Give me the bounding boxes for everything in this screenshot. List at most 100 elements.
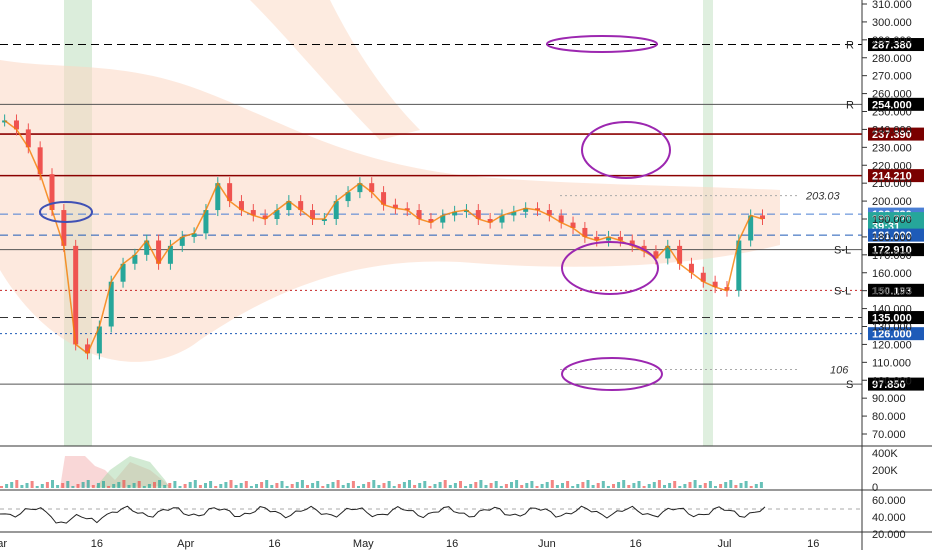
volume-bar: [612, 484, 615, 488]
volume-bar: [51, 480, 54, 488]
price-tag-label: 181.000: [872, 230, 912, 242]
candle-body: [665, 245, 671, 259]
volume-bar: [596, 483, 600, 488]
volume-bar: [489, 483, 493, 488]
candle-body: [629, 240, 635, 246]
price-tag: [868, 327, 924, 341]
price-tag-label: 237.390: [872, 129, 912, 141]
price-tag: [868, 228, 924, 242]
candle-body: [760, 215, 765, 219]
volume-bar: [260, 482, 264, 488]
price-tag: [868, 311, 924, 325]
candle-body: [463, 210, 469, 213]
volume-bar: [362, 484, 366, 488]
moving-average-line: [4, 119, 763, 355]
oscillator: [0, 505, 862, 524]
highlight-circle-3: [561, 241, 659, 295]
oscillator-tick-label: 60.000: [872, 495, 906, 507]
volume-bar: [173, 481, 177, 488]
candle-body: [298, 201, 304, 211]
volume-bar: [239, 483, 243, 488]
candle-body: [511, 211, 517, 216]
level-marker: R: [846, 40, 854, 52]
volume-bar: [300, 480, 304, 488]
volume-bar: [25, 483, 29, 488]
volume-bar: [402, 482, 406, 488]
volume-bar: [372, 480, 376, 488]
volume-bar: [448, 485, 452, 488]
volume-bar: [657, 480, 661, 488]
volume-bar: [168, 483, 172, 488]
volume-bar: [66, 481, 70, 488]
volume-bar: [428, 486, 432, 488]
candle-body: [440, 215, 446, 223]
volume-bar: [688, 482, 692, 488]
volume-bar: [316, 481, 320, 488]
volume-bar: [494, 481, 498, 488]
candle-body: [73, 245, 79, 345]
volume-bar: [341, 485, 345, 488]
price-tag-label: 214.210: [872, 171, 912, 183]
volume-bar: [40, 484, 44, 488]
candle-body: [475, 210, 481, 219]
x-tick-label: Jun: [538, 538, 556, 550]
y-tick-label: 290.000: [872, 35, 912, 47]
volume-bar: [550, 480, 554, 488]
candle-body: [677, 245, 683, 264]
candle-body: [712, 281, 718, 288]
level-marker: S-L: [834, 245, 851, 257]
candle-body: [748, 215, 754, 241]
volume-bar: [708, 481, 712, 488]
candle-body: [167, 245, 173, 264]
candle-body: [487, 219, 493, 223]
highlight-circle-2: [581, 121, 671, 179]
volume-bar: [744, 481, 748, 488]
volume-bar: [504, 484, 508, 488]
candle-body: [156, 240, 162, 264]
volume-bar: [719, 484, 723, 488]
volume-bar: [510, 482, 513, 488]
volume-bar: [408, 480, 411, 488]
volume-bar: [622, 480, 626, 488]
volume-bar: [392, 486, 396, 488]
volume-bar: [469, 484, 473, 488]
candle-body: [688, 263, 694, 273]
price-tag-label: 287.380: [872, 40, 912, 52]
y-tick-label: 180.000: [872, 232, 912, 244]
volume-axis: 400K 200K 0: [872, 448, 898, 494]
volume-bar: [438, 482, 442, 488]
volume-bar: [647, 484, 651, 488]
volume-tick-label: 0: [872, 482, 878, 494]
candle-body: [144, 240, 150, 255]
candle-body: [606, 236, 612, 241]
candle-body: [96, 326, 102, 354]
volume-bar: [5, 484, 9, 488]
volume-bar: [209, 481, 213, 488]
y-tick-label: 120.000: [872, 339, 912, 351]
candle-body: [37, 147, 43, 175]
x-tick-label: 16: [807, 538, 819, 550]
volume-bar: [632, 483, 636, 488]
volume-bar: [586, 480, 590, 488]
candle-body: [262, 215, 268, 219]
candle-body: [617, 236, 623, 241]
volume-bar: [530, 481, 534, 488]
volume-bar: [117, 482, 121, 488]
volume-bar: [652, 482, 656, 488]
x-tick-label: 16: [630, 538, 642, 550]
volume-bar: [474, 482, 478, 488]
volume-tick-label: 400K: [872, 448, 898, 460]
candle-body: [416, 210, 422, 219]
volume-bar: [357, 486, 360, 488]
volume-bar: [729, 480, 733, 488]
volume-bar: [443, 480, 447, 488]
volume-bar: [515, 480, 519, 488]
volume-bar: [576, 484, 580, 488]
price-axis: 310.000 300.000 290.000 280.000 270.000 260.0…: [862, 0, 912, 441]
annotation-label: 106: [830, 365, 849, 377]
volume-bar: [601, 481, 605, 488]
volume-bar: [112, 484, 116, 488]
price-series: [2, 114, 765, 360]
volume-bar: [459, 481, 462, 488]
